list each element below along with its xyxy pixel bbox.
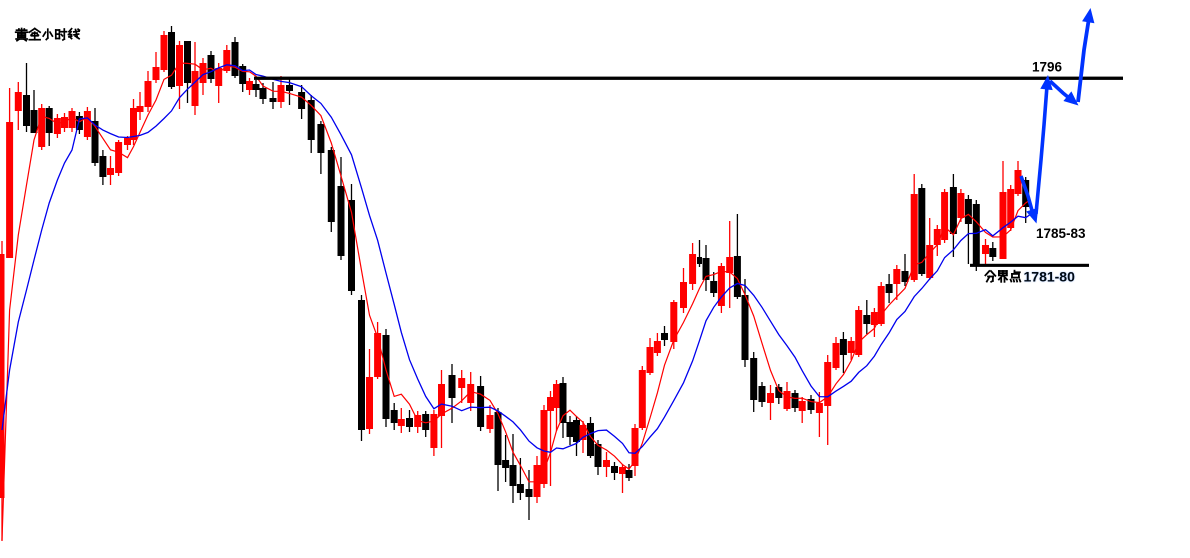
svg-text:1796: 1796 xyxy=(1032,60,1063,75)
svg-text:1781-80: 1781-80 xyxy=(1024,269,1076,285)
svg-text:1785-83: 1785-83 xyxy=(1036,226,1086,241)
